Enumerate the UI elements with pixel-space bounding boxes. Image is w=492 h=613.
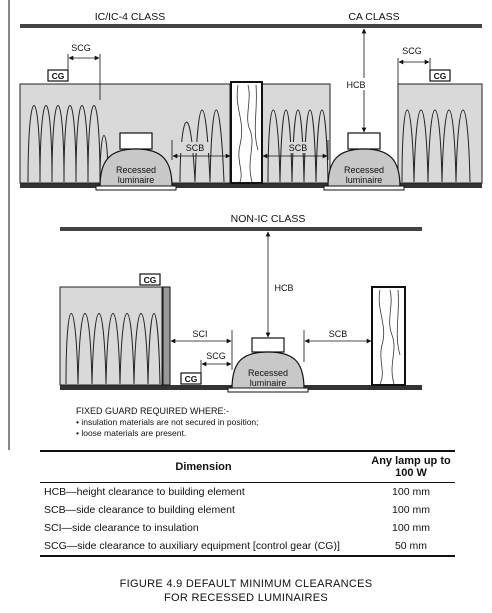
ic-class-title: IC/IC-4 CLASS xyxy=(95,11,166,23)
table-cell-dimension: SCI—side clearance to insulation xyxy=(44,522,199,534)
luminaire-middle-label-2: luminaire xyxy=(250,378,287,388)
luminaire-left-gear xyxy=(119,132,153,150)
table-header-lamp: Any lamp up to 100 W xyxy=(367,450,455,483)
cg-label-top-left: CG xyxy=(52,71,65,81)
clearance-table: Dimension Any lamp up to 100 W HCB—heigh… xyxy=(40,450,455,557)
luminaire-ca-trim xyxy=(323,185,405,191)
insulation-batt-center xyxy=(261,83,331,184)
insulation-coil-center xyxy=(267,109,329,183)
cg-box-middle-lower xyxy=(180,372,202,385)
figure-caption-line-2: FOR RECESSED LUMINAIRES xyxy=(164,592,328,604)
top-diagram: Recessed luminaire Recessed luminaire IC… xyxy=(8,0,483,450)
hcb-label-middle: HCB xyxy=(274,283,293,293)
scb-label-top-left: SCB xyxy=(186,143,205,153)
table-row: SCB—side clearance to building element 1… xyxy=(40,501,455,519)
table-header-dimension: Dimension xyxy=(40,450,367,483)
insulation-coil-right xyxy=(401,109,471,183)
luminaire-left-trim xyxy=(95,185,177,191)
luminaire-middle-label-1: Recessed xyxy=(248,368,288,378)
timber-grain-top xyxy=(236,84,259,183)
luminaire-left-label-1: Recessed xyxy=(116,165,156,175)
table-cell-value: 100 mm xyxy=(392,504,430,516)
timber-grain-middle xyxy=(378,289,401,385)
table-cell-dimension: SCG—side clearance to auxiliary equipmen… xyxy=(40,537,367,557)
cg-box-top-left xyxy=(47,69,69,82)
top-building-element xyxy=(20,24,482,28)
ca-class-title: CA CLASS xyxy=(348,11,399,23)
table-row: SCG—side clearance to auxiliary equipmen… xyxy=(40,537,455,557)
cg-label-middle-upper: CG xyxy=(144,275,157,285)
insulation-coil-left xyxy=(27,105,109,183)
luminaire-middle-trim xyxy=(227,387,309,393)
luminaire-ca-gear xyxy=(347,132,381,150)
cg-box-top-right xyxy=(429,69,451,82)
cg-label-middle-lower: CG xyxy=(185,374,198,384)
table-cell-dimension: HCB—height clearance to building element xyxy=(44,486,245,498)
middle-diagram: NON-IC CLASS CG CG Recessed luminaire HC… xyxy=(59,213,422,438)
cg-label-top-right: CG xyxy=(434,71,447,81)
building-element-top xyxy=(230,81,263,184)
table-cell-value: 50 mm xyxy=(367,537,455,557)
scg-label-top-right: SCG xyxy=(402,46,422,56)
insulation-coil-left-2 xyxy=(179,109,225,183)
table-cell-value: 100 mm xyxy=(392,522,430,534)
table-row: SCI—side clearance to insulation 100 mm xyxy=(40,519,455,537)
top-ceiling xyxy=(20,183,482,188)
table-cell-value: 100 mm xyxy=(392,486,430,498)
guard-bullet-1: • insulation materials are not secured i… xyxy=(76,417,259,427)
table-cell-dimension: SCB—side clearance to building element xyxy=(44,504,235,516)
table-row: HCB—height clearance to building element… xyxy=(40,483,455,502)
table-header-row: Dimension Any lamp up to 100 W xyxy=(40,450,455,483)
middle-building-element xyxy=(60,227,422,231)
scb-label-middle: SCB xyxy=(329,329,348,339)
insulation-batt-middle xyxy=(59,286,163,386)
sci-label: SCI xyxy=(192,329,207,339)
guard-bullet-2: • loose materials are present. xyxy=(76,428,186,438)
hcb-label-top: HCB xyxy=(346,80,365,90)
luminaire-middle-gear xyxy=(251,337,285,353)
scb-label-top-center: SCB xyxy=(289,143,308,153)
luminaire-left-label-2: luminaire xyxy=(118,175,155,185)
clearance-diagram: Recessed luminaire Recessed luminaire IC… xyxy=(8,0,483,450)
scg-label-top-left: SCG xyxy=(71,43,91,53)
luminaire-ca-label-1: Recessed xyxy=(344,165,384,175)
insulation-coil-middle xyxy=(65,313,161,385)
cg-box-middle-upper xyxy=(139,273,161,286)
luminaire-middle-body xyxy=(231,351,305,390)
scg-label-middle: SCG xyxy=(206,351,226,361)
building-element-middle xyxy=(371,286,406,386)
luminaire-ca-label-2: luminaire xyxy=(346,175,383,185)
guard-heading: FIXED GUARD REQUIRED WHERE:- xyxy=(76,406,229,416)
luminaire-left-body xyxy=(99,148,173,188)
figure-caption-line-1: FIGURE 4.9 DEFAULT MINIMUM CLEARANCES xyxy=(119,578,373,590)
luminaire-ca-body xyxy=(327,148,401,188)
fixed-guard xyxy=(162,286,171,386)
non-ic-class-title: NON-IC CLASS xyxy=(231,213,306,225)
